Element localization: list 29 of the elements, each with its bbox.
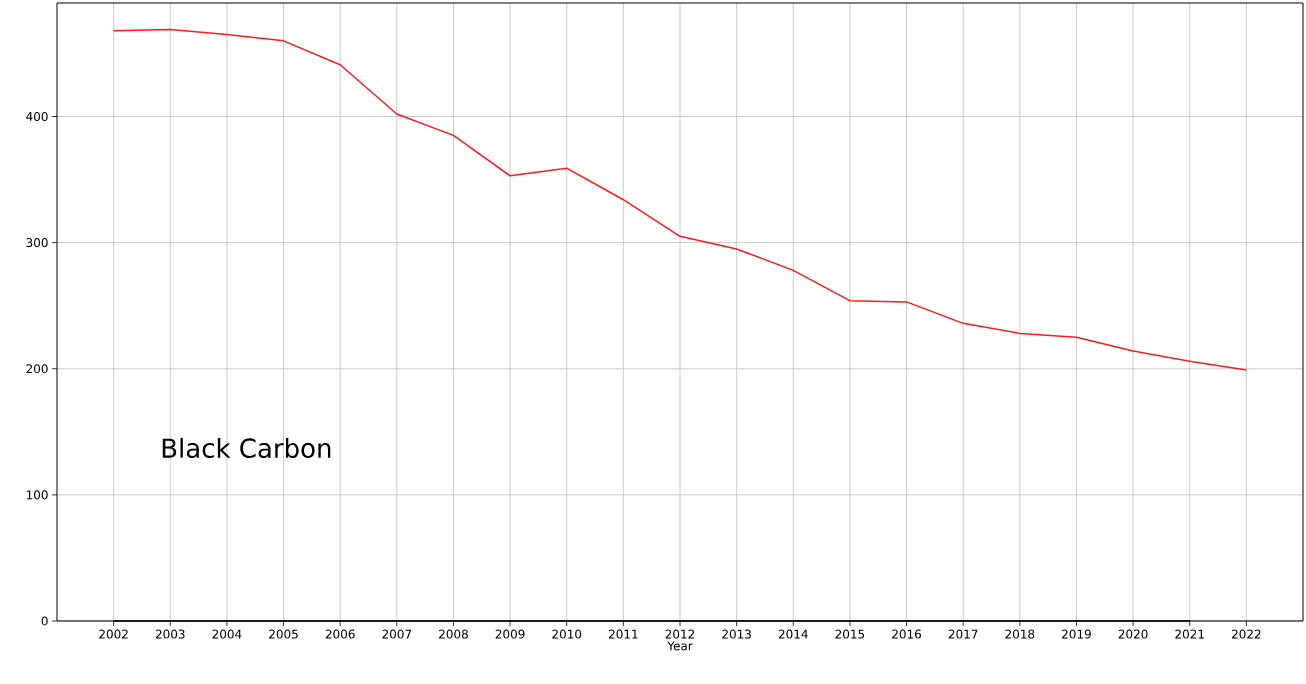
y-tick-label: 0 — [41, 616, 48, 626]
x-tick-label: 2012 — [665, 629, 695, 639]
x-tick-label: 2011 — [608, 629, 638, 639]
x-tick-label: 2019 — [1062, 629, 1091, 639]
y-tick-label: 100 — [26, 490, 48, 500]
x-tick-label: 2016 — [892, 629, 922, 639]
y-tick-label: 400 — [26, 111, 48, 122]
x-tick-label: 2006 — [325, 629, 355, 639]
x-tick-label: 2005 — [269, 629, 298, 639]
x-tick-label: 2004 — [212, 629, 242, 639]
annotation: Black Carbon — [162, 437, 331, 458]
y-tick-label: 200 — [26, 364, 48, 374]
x-tick-label: 2007 — [382, 629, 412, 639]
x-tick-label: 2014 — [778, 629, 808, 639]
line-series — [112, 28, 1248, 371]
x-tick-label: 2015 — [835, 629, 865, 639]
x-tick-label: 2003 — [155, 629, 185, 639]
x-tick-label: 2008 — [439, 629, 468, 639]
x-tick-label: 2018 — [1005, 629, 1035, 639]
x-tick-label: 2009 — [495, 629, 525, 639]
x-tick-label: 2022 — [1231, 629, 1261, 639]
x-axis-title: Year — [667, 641, 693, 651]
y-tick-label: 300 — [26, 238, 48, 248]
x-tick-label: 2010 — [552, 629, 582, 639]
x-tick-label: 2002 — [99, 629, 128, 639]
x-tick-label: 2017 — [948, 629, 978, 639]
x-tick-label: 2020 — [1118, 629, 1148, 639]
x-tick-label: 2021 — [1175, 629, 1204, 639]
x-tick-label: 2013 — [722, 629, 751, 639]
